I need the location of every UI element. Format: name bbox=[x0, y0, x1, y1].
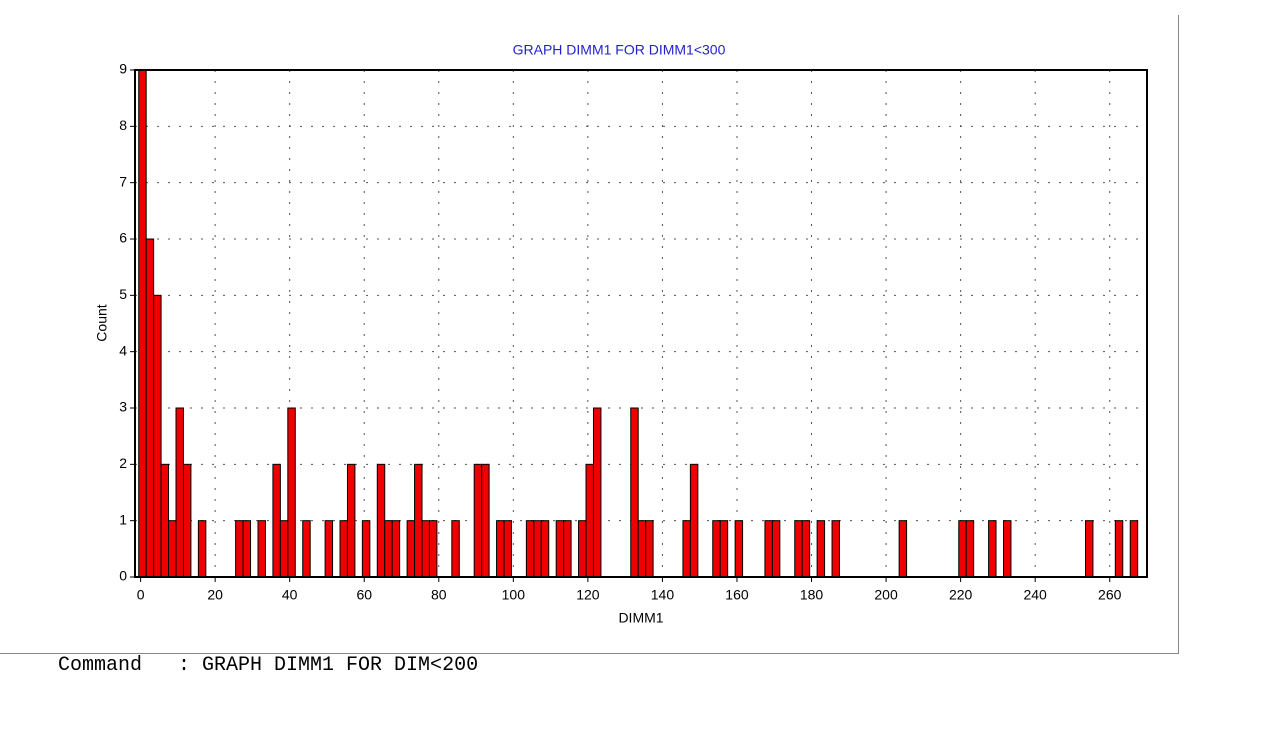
y-tick-label: 4 bbox=[119, 342, 127, 358]
bar bbox=[302, 520, 311, 578]
bar bbox=[578, 520, 587, 578]
y-tick-label: 3 bbox=[119, 399, 127, 415]
y-tick-label: 6 bbox=[119, 230, 127, 246]
bar bbox=[324, 520, 334, 578]
x-tick-label: 100 bbox=[502, 587, 526, 603]
bar bbox=[816, 520, 826, 578]
y-tick-label: 0 bbox=[119, 568, 127, 584]
x-tick-label: 220 bbox=[949, 587, 973, 603]
bar bbox=[361, 520, 371, 578]
bar bbox=[988, 520, 997, 578]
y-tick-label: 5 bbox=[119, 286, 127, 302]
plot-frame bbox=[134, 69, 1148, 578]
bar bbox=[145, 238, 155, 578]
x-tick-label: 40 bbox=[282, 587, 298, 603]
bar bbox=[1084, 520, 1094, 578]
bar bbox=[801, 520, 811, 578]
bar bbox=[235, 520, 244, 578]
x-tick-label: 240 bbox=[1023, 587, 1047, 603]
bar bbox=[168, 520, 177, 578]
bar bbox=[257, 520, 266, 578]
bar bbox=[339, 520, 348, 578]
bar bbox=[406, 520, 416, 578]
bar bbox=[473, 463, 483, 578]
bar bbox=[645, 520, 654, 578]
bar bbox=[555, 520, 565, 578]
bar bbox=[712, 520, 721, 578]
x-tick-label: 60 bbox=[356, 587, 372, 603]
bar bbox=[540, 520, 550, 578]
bar bbox=[771, 520, 781, 578]
bar bbox=[563, 520, 572, 578]
command-line: Command : GRAPH DIMM1 FOR DIM<200 bbox=[58, 654, 479, 677]
bar bbox=[958, 520, 967, 578]
bar bbox=[421, 520, 430, 578]
bar bbox=[719, 520, 729, 578]
x-tick-label: 160 bbox=[725, 587, 749, 603]
bar bbox=[1002, 520, 1012, 578]
bar bbox=[592, 407, 602, 578]
bar bbox=[496, 520, 505, 578]
bar bbox=[346, 463, 356, 578]
bar bbox=[287, 407, 296, 578]
y-tick-label: 9 bbox=[119, 61, 127, 77]
bar bbox=[637, 520, 647, 578]
bar bbox=[428, 520, 438, 578]
bar bbox=[898, 520, 908, 578]
bar bbox=[175, 407, 184, 578]
bar bbox=[391, 520, 401, 578]
y-tick-label: 7 bbox=[119, 173, 127, 189]
bar bbox=[682, 520, 691, 578]
x-tick-label: 140 bbox=[651, 587, 675, 603]
bar bbox=[525, 520, 535, 578]
bar bbox=[279, 520, 289, 578]
y-tick-label: 2 bbox=[119, 455, 127, 471]
y-axis-label: Count bbox=[94, 304, 110, 341]
bar bbox=[965, 520, 975, 578]
bar bbox=[160, 463, 170, 578]
bar bbox=[585, 463, 594, 578]
bar bbox=[242, 520, 252, 578]
y-tick-label: 1 bbox=[119, 511, 127, 527]
bar bbox=[376, 463, 386, 578]
bar bbox=[734, 520, 744, 578]
bar bbox=[197, 520, 207, 578]
bar bbox=[1129, 520, 1139, 578]
x-tick-label: 0 bbox=[137, 587, 145, 603]
x-axis-label: DIMM1 bbox=[618, 610, 663, 626]
x-tick-label: 80 bbox=[431, 587, 447, 603]
bar bbox=[138, 69, 147, 578]
bar bbox=[414, 463, 423, 578]
bar bbox=[630, 407, 639, 578]
x-tick-label: 260 bbox=[1098, 587, 1122, 603]
bar bbox=[533, 520, 542, 578]
bar bbox=[1114, 520, 1124, 578]
x-tick-label: 200 bbox=[874, 587, 898, 603]
bar bbox=[503, 520, 512, 578]
bar bbox=[182, 463, 192, 578]
bar bbox=[764, 520, 773, 578]
y-tick-label: 8 bbox=[119, 117, 127, 133]
bar bbox=[384, 520, 393, 578]
bar bbox=[153, 294, 162, 578]
bar bbox=[831, 520, 840, 578]
bar bbox=[481, 463, 490, 578]
bar bbox=[272, 463, 281, 578]
bar bbox=[689, 463, 699, 578]
x-tick-label: 180 bbox=[800, 587, 824, 603]
x-tick-label: 120 bbox=[576, 587, 600, 603]
bar bbox=[794, 520, 803, 578]
x-tick-label: 20 bbox=[207, 587, 223, 603]
chart-title: GRAPH DIMM1 FOR DIMM1<300 bbox=[513, 42, 726, 58]
bar bbox=[451, 520, 460, 578]
